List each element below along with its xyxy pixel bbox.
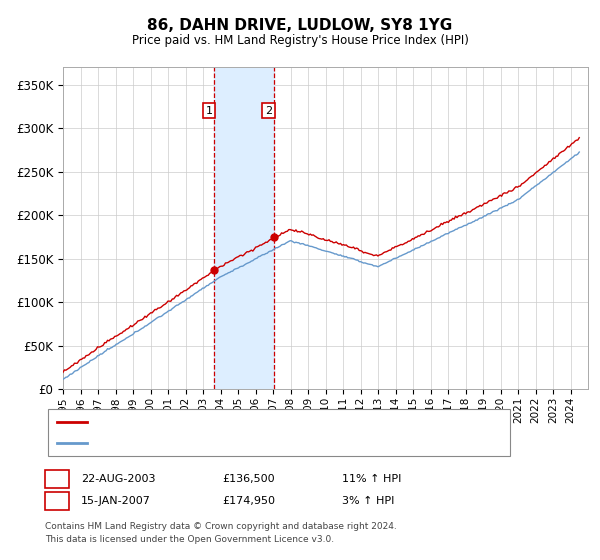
Bar: [214, 67, 274, 389]
Text: £136,500: £136,500: [222, 474, 275, 484]
Text: Contains HM Land Registry data © Crown copyright and database right 2024.
This d: Contains HM Land Registry data © Crown c…: [45, 522, 397, 544]
Text: 15-JAN-2007: 15-JAN-2007: [81, 496, 151, 506]
Text: 86, DAHN DRIVE, LUDLOW, SY8 1YG: 86, DAHN DRIVE, LUDLOW, SY8 1YG: [148, 18, 452, 32]
Text: 22-AUG-2003: 22-AUG-2003: [81, 474, 155, 484]
Text: £174,950: £174,950: [222, 496, 275, 506]
Text: 1: 1: [205, 106, 212, 116]
Text: 86, DAHN DRIVE, LUDLOW, SY8 1YG (semi-detached house): 86, DAHN DRIVE, LUDLOW, SY8 1YG (semi-de…: [93, 417, 419, 427]
Text: 11% ↑ HPI: 11% ↑ HPI: [342, 474, 401, 484]
Text: 2: 2: [265, 106, 272, 116]
Text: Price paid vs. HM Land Registry's House Price Index (HPI): Price paid vs. HM Land Registry's House …: [131, 34, 469, 48]
Text: 2: 2: [53, 496, 61, 506]
Text: 1: 1: [53, 474, 61, 484]
Text: HPI: Average price, semi-detached house, Shropshire: HPI: Average price, semi-detached house,…: [93, 438, 384, 448]
Text: 3% ↑ HPI: 3% ↑ HPI: [342, 496, 394, 506]
